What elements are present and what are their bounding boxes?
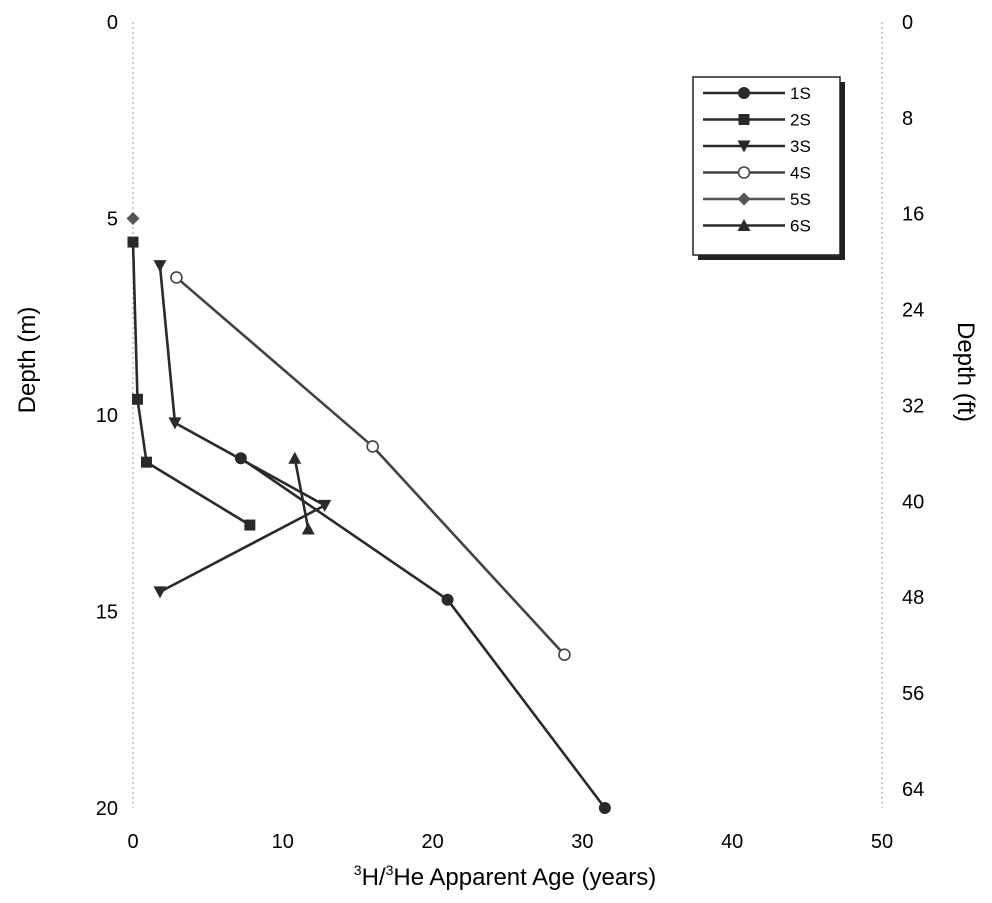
x-tick-label: 30 (571, 831, 593, 853)
y-tick-label: 10 (96, 405, 118, 427)
series-line-4s (175, 276, 566, 656)
series-layer (126, 212, 611, 814)
data-point-1s (441, 593, 454, 606)
series-line-3s (158, 265, 327, 594)
y2-tick-label: 48 (902, 587, 924, 609)
x-axis-title-part2: He Apparent Age (years) (393, 864, 656, 891)
y2-tick-label: 0 (902, 12, 913, 34)
data-point-6s (301, 522, 315, 535)
series-2s (127, 236, 256, 531)
legend-label: 1S (790, 84, 811, 103)
y-tick-labels: 0 5 10 15 20 (96, 12, 118, 820)
y2-tick-label: 16 (902, 204, 924, 226)
x-tick-labels: 0 10 20 30 40 50 (127, 831, 893, 853)
x-tick-label: 40 (721, 831, 743, 853)
series-line-6s (293, 457, 310, 530)
x-axis-title-sup2: 3 (386, 862, 394, 878)
data-point-2s (127, 236, 139, 248)
y2-tick-label: 32 (902, 395, 924, 417)
series-line-1s (240, 457, 606, 809)
series-line-2s (131, 242, 251, 527)
y2-tick-label: 24 (902, 300, 924, 322)
x-axis-title: 3H/3He Apparent Age (years) (354, 862, 656, 891)
x-tick-label: 0 (127, 831, 138, 853)
x-tick-label: 50 (871, 831, 893, 853)
y2-tick-label: 56 (902, 683, 924, 705)
legend-marker-4s (737, 166, 751, 179)
data-point-2s (131, 393, 143, 405)
legend-box (692, 76, 841, 256)
legend-marker-3s (737, 140, 751, 153)
data-point-4s (366, 440, 379, 453)
legend-item-1s: 1S (703, 84, 811, 103)
data-point-3s (153, 586, 167, 599)
data-point-3s (318, 499, 332, 512)
y-tick-label: 0 (107, 12, 118, 34)
data-point-4s (558, 648, 571, 662)
data-point-2s (140, 456, 152, 468)
series-3s (153, 260, 332, 599)
x-tick-label: 10 (272, 831, 294, 853)
legend-marker-5s (737, 192, 751, 206)
y-axis-title: Depth (m) (14, 307, 41, 414)
legend-item-3s: 3S (703, 137, 811, 156)
data-point-3s (153, 260, 167, 273)
legend-label: 6S (790, 217, 811, 236)
plot-frame (132, 22, 883, 808)
series-5s (126, 212, 140, 225)
y-tick-label: 20 (96, 798, 118, 820)
y-tick-label: 15 (96, 602, 118, 624)
series-6s (288, 451, 315, 535)
x-axis-title-sup1: 3 (354, 862, 362, 878)
legend-item-4s: 4S (703, 164, 811, 183)
data-point-4s (170, 271, 183, 284)
data-point-5s (126, 212, 140, 225)
legend: 1S 2S 3S 4S 5S 6S (692, 76, 845, 260)
legend-item-6s: 6S (703, 217, 811, 236)
legend-label: 3S (790, 137, 811, 156)
x-axis-title-part1: H/ (362, 864, 386, 891)
legend-label: 5S (790, 190, 811, 209)
data-point-2s (244, 519, 256, 531)
series-4s (170, 271, 571, 662)
y2-tick-label: 40 (902, 491, 924, 513)
y2-axis-title: Depth (ft) (952, 322, 979, 422)
legend-marker-6s (737, 219, 751, 231)
y2-tick-label: 64 (902, 779, 924, 801)
legend-marker-2s (738, 114, 750, 125)
data-point-6s (288, 451, 302, 464)
x-tick-label: 20 (421, 831, 443, 853)
legend-label: 2S (790, 111, 811, 130)
data-point-1s (598, 802, 611, 814)
legend-item-2s: 2S (703, 111, 811, 130)
legend-item-5s: 5S (703, 190, 811, 209)
legend-label: 4S (790, 164, 811, 183)
y2-tick-label: 8 (902, 108, 913, 130)
y2-tick-labels: 0 8 16 24 32 40 48 56 64 (902, 12, 924, 801)
data-point-3s (168, 417, 182, 430)
legend-marker-1s (738, 87, 750, 99)
series-1s (234, 452, 611, 814)
y-tick-label: 5 (107, 209, 118, 231)
